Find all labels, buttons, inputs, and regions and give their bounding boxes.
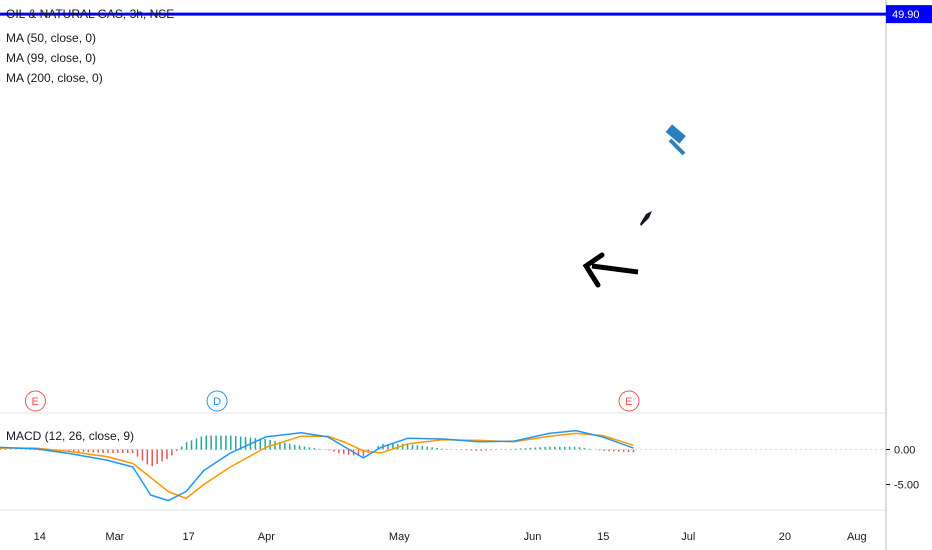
gavel-icon [665,124,686,144]
arrow-head [582,252,605,288]
event-marker-label: D [213,396,221,408]
time-axis-label: 17 [182,531,194,543]
gavel-handle [668,138,686,156]
legend-ma99: MA (99, close, 0) [6,51,97,65]
time-axis-label: Jul [681,531,695,543]
event-marker [206,390,228,412]
macd-legend: MACD (12, 26, close, 9) [6,429,135,443]
event-marker [618,390,640,412]
price-badge-49.90: 49.90 [892,9,920,21]
arrow-shaft [591,263,639,275]
macd-axis-label: -5.00 [894,480,919,492]
time-axis-label: Apr [258,531,275,543]
time-axis-label: 15 [597,531,609,543]
macd-line [0,429,634,502]
chart-title: OIL & NATURAL GAS, 3h, NSE [6,7,175,21]
event-marker-label: E [31,396,38,408]
rocket-icon [640,211,652,226]
time-axis-label: 14 [34,531,46,543]
price-badge-49.90-bg [886,5,932,24]
time-axis-label: 20 [779,531,791,543]
time-axis-label: Mar [105,531,124,543]
event-marker [24,390,46,412]
time-axis-label: Jun [524,531,542,543]
legend-ma200: MA (200, close, 0) [6,71,103,85]
legend-ma50: MA (50, close, 0) [6,31,97,45]
event-marker-label: E [625,396,632,408]
macd-signal-line [0,432,634,500]
macd-axis-label: 0.00 [894,445,915,457]
time-axis-label: Aug [847,531,867,543]
time-axis-label: May [389,531,410,543]
